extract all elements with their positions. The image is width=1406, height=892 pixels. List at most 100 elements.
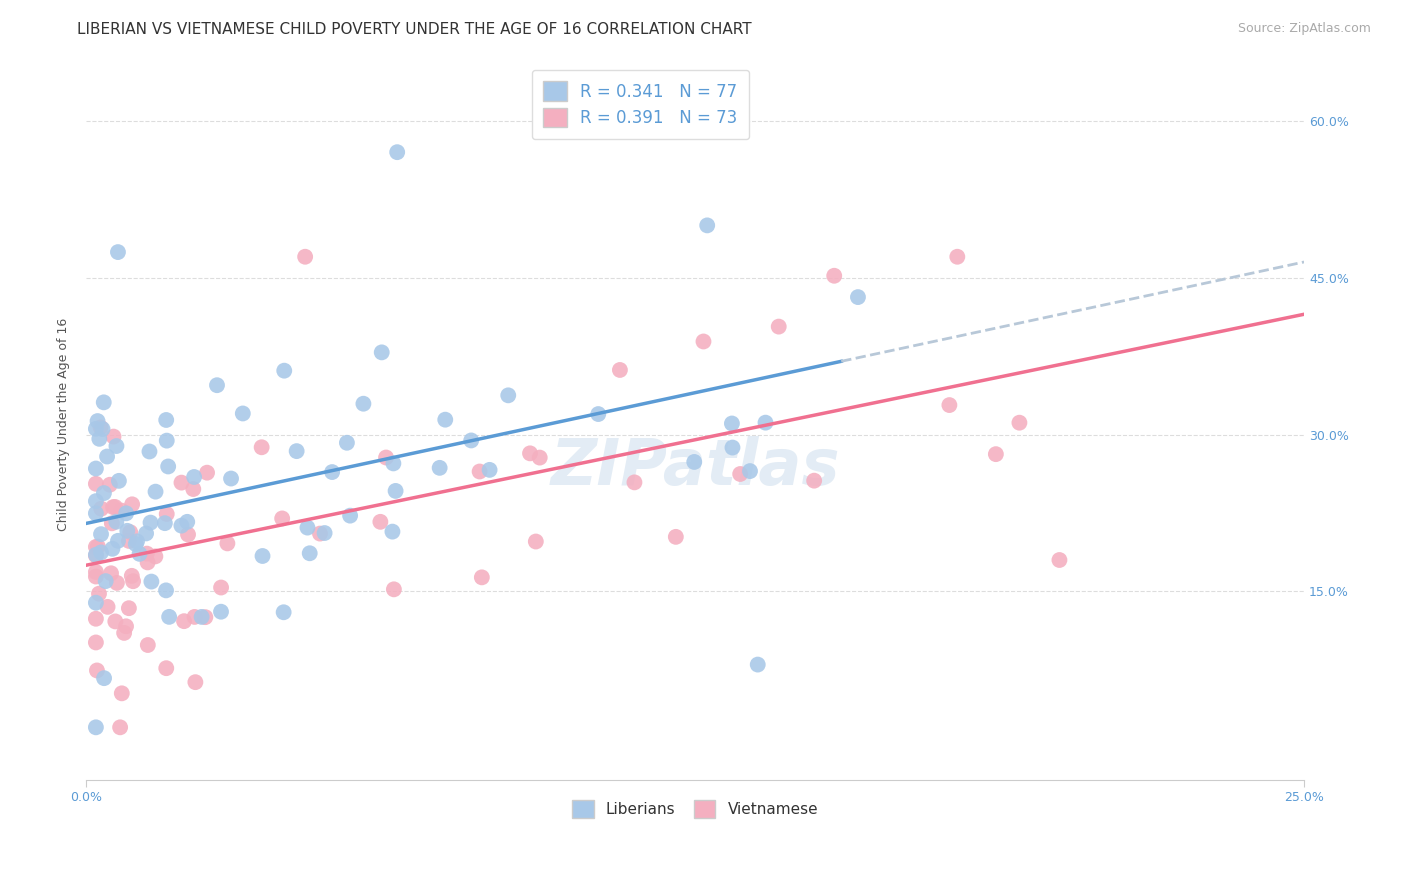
Point	[136, 555, 159, 569]
Point	[94, 574, 117, 588]
Point	[90, 545, 112, 559]
Point	[460, 434, 482, 448]
Point	[84, 596, 107, 610]
Point	[135, 526, 157, 541]
Point	[101, 541, 124, 556]
Point	[1049, 553, 1071, 567]
Point	[177, 527, 200, 541]
Y-axis label: Child Poverty Under the Age of 16: Child Poverty Under the Age of 16	[58, 318, 70, 531]
Point	[754, 416, 776, 430]
Point	[285, 444, 308, 458]
Point	[107, 533, 129, 548]
Point	[125, 537, 148, 551]
Point	[108, 720, 131, 734]
Point	[429, 460, 451, 475]
Point	[471, 570, 494, 584]
Point	[90, 420, 112, 434]
Point	[86, 664, 108, 678]
Point	[478, 463, 501, 477]
Point	[105, 575, 128, 590]
Point	[89, 432, 111, 446]
Point	[155, 413, 177, 427]
Point	[170, 475, 193, 490]
Point	[93, 395, 115, 409]
Point	[143, 549, 166, 564]
Point	[370, 515, 392, 529]
Point	[118, 533, 141, 548]
Point	[309, 526, 332, 541]
Point	[125, 534, 148, 549]
Point	[665, 530, 688, 544]
Point	[273, 605, 295, 619]
Point	[101, 500, 124, 515]
Point	[173, 614, 195, 628]
Point	[86, 414, 108, 428]
Point	[314, 526, 336, 541]
Point	[846, 290, 869, 304]
Text: LIBERIAN VS VIETNAMESE CHILD POVERTY UNDER THE AGE OF 16 CORRELATION CHART: LIBERIAN VS VIETNAMESE CHILD POVERTY UND…	[77, 22, 752, 37]
Text: ZIPatlas: ZIPatlas	[550, 435, 839, 498]
Point	[117, 524, 139, 538]
Point	[181, 482, 204, 496]
Point	[100, 566, 122, 581]
Point	[273, 364, 295, 378]
Point	[609, 363, 631, 377]
Point	[183, 610, 205, 624]
Point	[524, 534, 547, 549]
Point	[381, 524, 404, 539]
Point	[252, 549, 274, 563]
Point	[90, 527, 112, 541]
Point	[529, 450, 551, 465]
Point	[219, 471, 242, 485]
Point	[84, 422, 107, 436]
Point	[120, 525, 142, 540]
Point	[823, 268, 845, 283]
Point	[84, 635, 107, 649]
Point	[747, 657, 769, 672]
Point	[738, 464, 761, 478]
Point	[84, 569, 107, 583]
Point	[339, 508, 361, 523]
Point	[190, 610, 212, 624]
Point	[84, 461, 107, 475]
Point	[84, 540, 107, 554]
Point	[153, 516, 176, 530]
Point	[623, 475, 645, 490]
Point	[104, 615, 127, 629]
Point	[93, 671, 115, 685]
Point	[101, 516, 124, 531]
Point	[98, 477, 121, 491]
Point	[121, 497, 143, 511]
Point	[115, 506, 138, 520]
Point	[135, 547, 157, 561]
Point	[298, 546, 321, 560]
Point	[84, 476, 107, 491]
Point	[984, 447, 1007, 461]
Point	[139, 516, 162, 530]
Point	[321, 465, 343, 479]
Point	[145, 484, 167, 499]
Point	[336, 435, 359, 450]
Point	[84, 549, 107, 563]
Point	[118, 601, 141, 615]
Point	[176, 515, 198, 529]
Point	[588, 407, 610, 421]
Point	[110, 503, 132, 517]
Point	[157, 610, 180, 624]
Point	[111, 686, 134, 700]
Point	[271, 511, 294, 525]
Point	[768, 319, 790, 334]
Point	[104, 500, 127, 514]
Point	[721, 417, 744, 431]
Point	[96, 450, 118, 464]
Point	[434, 412, 457, 426]
Point	[692, 334, 714, 349]
Point	[468, 465, 491, 479]
Point	[121, 569, 143, 583]
Point	[209, 605, 232, 619]
Point	[382, 457, 405, 471]
Legend: Liberians, Vietnamese: Liberians, Vietnamese	[565, 792, 825, 825]
Point	[803, 474, 825, 488]
Point	[209, 581, 232, 595]
Point	[91, 422, 114, 436]
